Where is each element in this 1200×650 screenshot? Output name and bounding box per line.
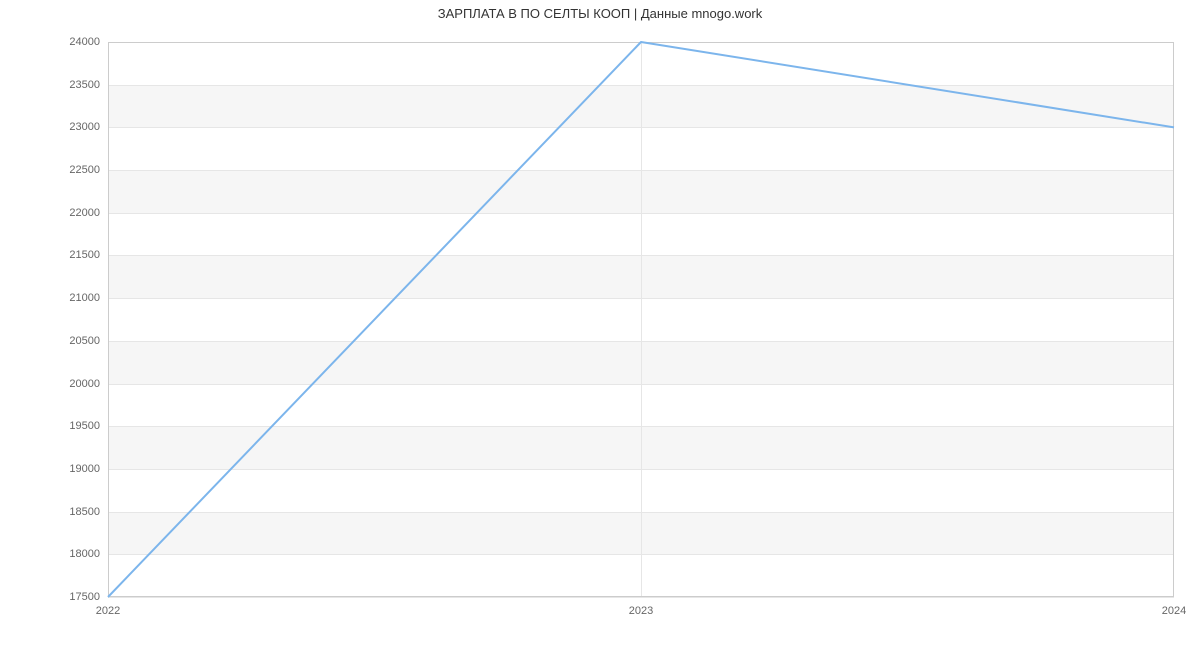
y-tick-label: 18000 bbox=[69, 548, 108, 560]
y-tick-label: 22000 bbox=[69, 207, 108, 219]
line-layer bbox=[108, 42, 1174, 597]
y-tick-label: 20000 bbox=[69, 378, 108, 390]
y-tick-label: 20500 bbox=[69, 335, 108, 347]
y-tick-label: 23000 bbox=[69, 121, 108, 133]
x-tick-label: 2024 bbox=[1162, 597, 1186, 617]
y-tick-label: 21500 bbox=[69, 249, 108, 261]
y-tick-label: 19500 bbox=[69, 420, 108, 432]
chart-title: ЗАРПЛАТА В ПО СЕЛТЫ КООП | Данные mnogo.… bbox=[0, 6, 1200, 21]
y-tick-label: 21000 bbox=[69, 292, 108, 304]
y-tick-label: 24000 bbox=[69, 36, 108, 48]
x-tick-label: 2023 bbox=[629, 597, 653, 617]
chart-container: ЗАРПЛАТА В ПО СЕЛТЫ КООП | Данные mnogo.… bbox=[0, 0, 1200, 650]
y-tick-label: 23500 bbox=[69, 79, 108, 91]
series-line bbox=[108, 42, 1174, 597]
plot-area: 1750018000185001900019500200002050021000… bbox=[108, 42, 1174, 597]
y-tick-label: 18500 bbox=[69, 506, 108, 518]
y-tick-label: 19000 bbox=[69, 463, 108, 475]
x-tick-label: 2022 bbox=[96, 597, 120, 617]
y-tick-label: 22500 bbox=[69, 164, 108, 176]
